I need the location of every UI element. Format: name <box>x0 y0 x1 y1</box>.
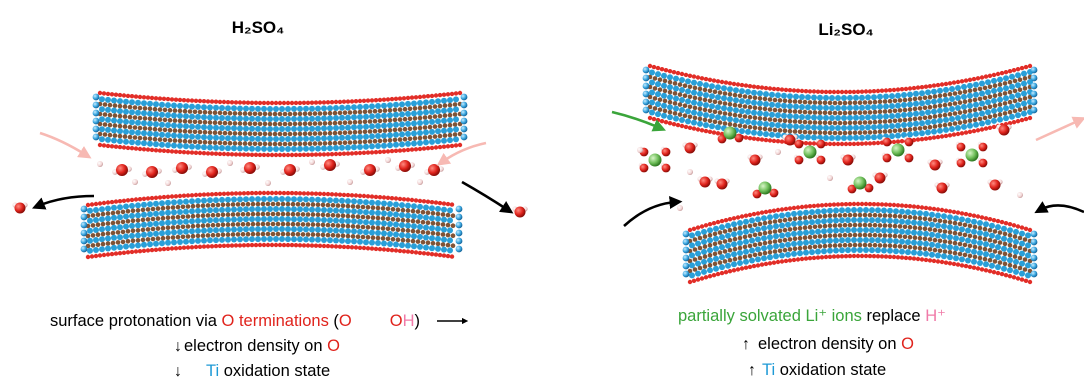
o-symbol: O <box>901 335 914 353</box>
water-molecule <box>697 176 713 188</box>
solvated-li-ion <box>638 146 671 173</box>
down-arrow: ↓ <box>174 363 182 380</box>
solvated-li-ion <box>955 141 988 168</box>
proton <box>385 157 391 163</box>
h-plus-text: H⁺ <box>925 307 946 325</box>
pink-outflow-arrow <box>1035 116 1084 142</box>
caption-text: electron density on <box>758 335 902 353</box>
water-molecule <box>987 179 1003 191</box>
pink-inflow-arrow-left <box>39 131 92 159</box>
expelled-water-left <box>12 202 28 214</box>
left-caption-line2: ↓ electron density on O <box>172 337 340 356</box>
right-caption-line2: ↑ electron density on O <box>740 335 914 354</box>
water-molecule <box>202 166 222 178</box>
proton <box>132 179 138 185</box>
title-li2so4: Li₂SO₄ <box>818 20 874 39</box>
o-symbol: O <box>338 312 352 330</box>
proton <box>165 180 171 186</box>
mxene-slab-left-top <box>92 90 468 158</box>
proton <box>265 180 271 186</box>
proton <box>97 161 103 167</box>
proton <box>677 205 683 211</box>
o-terminations-text: O terminations <box>221 312 329 330</box>
caption-text: ) <box>414 312 421 330</box>
water-molecule <box>682 142 698 154</box>
li-ion <box>847 176 874 194</box>
caption-text: electron density on <box>184 337 328 355</box>
down-arrow: ↓ <box>174 338 182 355</box>
water-molecule <box>714 178 730 190</box>
water-molecule <box>934 182 950 194</box>
left-caption-line1: surface protonation via O terminations (… <box>50 312 420 331</box>
water-molecule <box>872 172 888 184</box>
mxene-slab-right-top <box>642 63 1038 147</box>
up-arrow: ↑ <box>748 362 756 379</box>
left-caption-line3: ↓ Ti oxidation state <box>172 362 330 381</box>
title-h2so4: H₂SO₄ <box>231 18 285 37</box>
solvated-li-ion <box>881 136 914 163</box>
proton <box>417 179 423 185</box>
mxene-slab-right-bottom <box>682 201 1038 285</box>
solvated-li-ion <box>793 138 826 165</box>
water-molecule <box>840 154 856 166</box>
o-symbol: O <box>327 337 340 355</box>
water-molecule <box>172 162 192 174</box>
proton <box>775 149 781 155</box>
water-molecule <box>320 159 340 171</box>
proton <box>687 169 693 175</box>
pink-inflow-arrow-right <box>436 141 487 166</box>
ti-symbol: Ti <box>206 362 220 380</box>
proton <box>309 159 315 165</box>
green-inflow-arrow <box>611 110 666 132</box>
proton <box>827 175 833 181</box>
caption-text: ( <box>328 312 339 330</box>
water-molecule <box>782 134 798 146</box>
proton <box>637 147 643 153</box>
expelled-water-right <box>512 206 528 218</box>
proton <box>227 160 233 166</box>
water-molecule <box>996 124 1012 136</box>
oh-h-symbol: H <box>402 312 415 330</box>
caption-text: oxidation state <box>219 362 331 380</box>
water-molecule <box>240 162 260 174</box>
water-molecule <box>112 164 132 176</box>
proton <box>347 179 353 185</box>
ti-symbol: Ti <box>762 361 776 379</box>
water-molecule <box>424 164 444 176</box>
black-outflow-arrow-right <box>461 180 514 214</box>
water-molecule <box>395 160 415 172</box>
right-caption-line1: partially solvated Li⁺ ions replace H⁺ <box>678 306 946 326</box>
water-molecule <box>360 164 380 176</box>
mxene-slab-left-bottom <box>80 190 463 260</box>
water-molecule <box>927 159 943 171</box>
black-outflow-arrow-left <box>31 194 95 210</box>
caption-text: replace <box>861 307 926 325</box>
caption-text: surface protonation via <box>50 312 222 330</box>
black-inflow-arrow-right <box>1034 201 1084 214</box>
water-molecule <box>747 154 763 166</box>
li-ion <box>752 181 779 199</box>
proton <box>1017 192 1023 198</box>
water-molecule <box>142 166 162 178</box>
li-ions-text: partially solvated Li⁺ ions <box>678 307 862 325</box>
black-inflow-arrow-left <box>623 195 683 227</box>
caption-text: oxidation state <box>775 361 887 379</box>
oh-o-symbol: O <box>389 312 403 330</box>
up-arrow: ↑ <box>742 336 750 353</box>
li-ion <box>717 126 744 144</box>
right-caption-line3: ↑ Ti oxidation state <box>746 361 886 380</box>
water-molecule <box>280 164 300 176</box>
